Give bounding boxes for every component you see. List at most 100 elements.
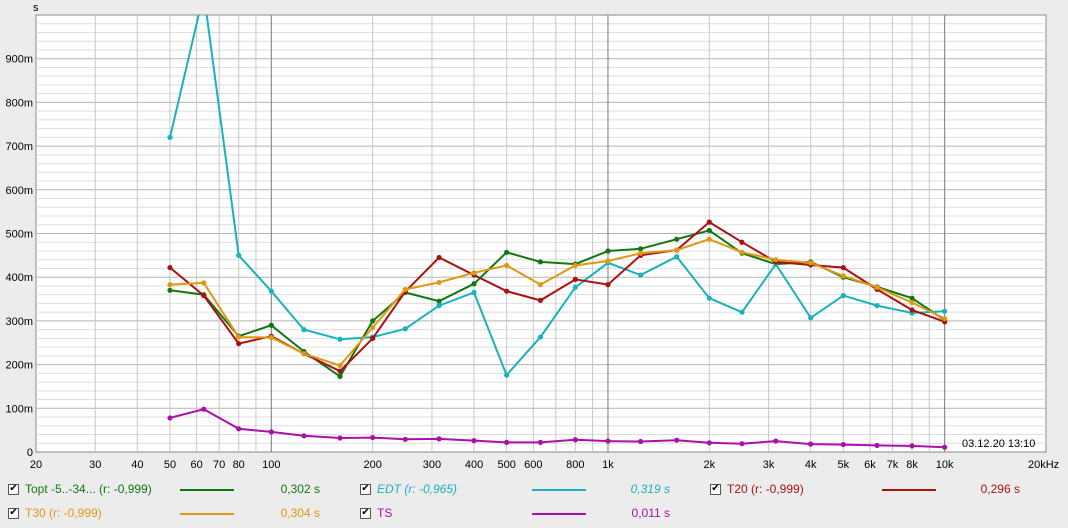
- data-point: [370, 335, 376, 341]
- data-point: [268, 322, 274, 328]
- legend-series-name: EDT (r: -0,965): [377, 482, 458, 496]
- data-point: [337, 368, 343, 374]
- x-tick-label: 40: [131, 459, 143, 471]
- data-point: [572, 437, 578, 443]
- y-tick-label: 700m: [5, 141, 33, 153]
- x-axis-unit-label: 20kHz: [1028, 459, 1059, 471]
- y-tick-label: 100m: [5, 403, 33, 415]
- x-tick-label: 3k: [763, 459, 775, 471]
- x-tick-label: 600: [524, 459, 542, 471]
- legend-checkbox[interactable]: ✔: [8, 483, 19, 495]
- data-point: [471, 438, 477, 444]
- y-tick-label: 200m: [5, 360, 33, 372]
- x-tick-label: 5k: [837, 459, 849, 471]
- data-point: [942, 316, 948, 322]
- x-tick-label: 20: [30, 459, 42, 471]
- data-point: [436, 254, 442, 261]
- data-point: [370, 318, 376, 324]
- data-point: [706, 295, 712, 301]
- data-point: [537, 439, 544, 445]
- data-point: [402, 326, 408, 332]
- data-point: [808, 260, 814, 266]
- y-tick-label: 500m: [5, 229, 33, 241]
- data-point: [201, 406, 207, 412]
- data-point: [674, 437, 680, 443]
- data-point: [739, 441, 745, 447]
- rt60-chart: 0 100m 200m 300m 400m 500m 600m 700m 800m 900m 20…: [5, 2, 1059, 471]
- legend-item: ✔ TS: [360, 504, 392, 522]
- x-tick-label: 70: [213, 459, 225, 471]
- data-point: [537, 282, 544, 288]
- data-point: [236, 252, 242, 258]
- data-point: [402, 436, 408, 442]
- data-point: [537, 297, 544, 303]
- data-point: [471, 289, 477, 296]
- data-point: [370, 434, 376, 441]
- series-line: [169, 15, 945, 377]
- data-point: [674, 254, 680, 260]
- legend-line-swatch: [532, 489, 586, 491]
- data-point: [301, 327, 307, 333]
- y-tick-label: 300m: [5, 316, 33, 328]
- data-point: [808, 441, 814, 447]
- data-point: [605, 248, 611, 254]
- data-point: [605, 438, 611, 444]
- data-point: [909, 443, 915, 449]
- data-point: [236, 334, 242, 340]
- y-tick-label: 800m: [5, 97, 33, 109]
- x-tick-label: 1k: [602, 459, 614, 471]
- data-point: [471, 281, 477, 287]
- data-point: [504, 249, 510, 255]
- data-point: [739, 239, 745, 245]
- data-point: [167, 134, 173, 140]
- data-point: [638, 438, 644, 445]
- legend-item: ✔ T30 (r: -0,999): [8, 504, 102, 522]
- legend-series-value: 0,304 s: [280, 506, 320, 520]
- legend-series-name: Topt -5..-34... (r: -0,999): [25, 482, 152, 496]
- legend-series-name: T20 (r: -0,999): [727, 482, 804, 496]
- data-point: [773, 438, 779, 444]
- data-point: [471, 270, 477, 276]
- data-point: [402, 286, 408, 293]
- data-point: [638, 272, 644, 278]
- x-tick-label: 8k: [906, 459, 918, 471]
- legend-item: ✔ EDT (r: -0,965): [360, 480, 457, 498]
- data-point: [773, 257, 779, 263]
- legend-checkbox[interactable]: ✔: [360, 507, 371, 519]
- data-point: [572, 276, 578, 282]
- x-tick-label: 300: [423, 459, 441, 471]
- legend-series-value: 0,319 s: [630, 482, 670, 496]
- timestamp: 03.12.20 13:10: [962, 438, 1035, 450]
- y-axis-label: s: [33, 2, 39, 14]
- y-tick-label: 900m: [5, 54, 33, 66]
- data-point: [337, 435, 343, 441]
- x-tick-label: 200: [363, 459, 381, 471]
- data-point: [167, 264, 173, 271]
- data-point: [436, 436, 442, 442]
- data-point: [504, 439, 510, 445]
- legend-checkbox[interactable]: ✔: [8, 507, 19, 519]
- data-point: [739, 249, 745, 255]
- x-tick-label: 400: [465, 459, 483, 471]
- data-point: [537, 259, 544, 265]
- data-point: [572, 284, 578, 290]
- data-point: [706, 227, 712, 234]
- legend-series-value: 0,011 s: [631, 506, 670, 520]
- data-point: [337, 373, 343, 379]
- legend-checkbox[interactable]: ✔: [360, 483, 371, 495]
- data-point: [706, 440, 712, 446]
- data-point: [167, 415, 173, 421]
- y-tick-label: 0: [27, 447, 33, 459]
- x-tick-label: 800: [566, 459, 584, 471]
- legend: ✔ Topt -5..-34... (r: -0,999) 0,302 s ✔ EDT …: [0, 476, 1068, 528]
- data-point: [301, 433, 307, 439]
- data-point: [706, 236, 712, 242]
- data-point: [236, 426, 242, 432]
- data-point: [504, 288, 510, 294]
- x-tick-label: 6k: [864, 459, 876, 471]
- legend-series-value: 0,302 s: [280, 482, 320, 496]
- legend-line-swatch: [882, 489, 936, 491]
- legend-checkbox[interactable]: ✔: [710, 483, 721, 495]
- data-point: [840, 264, 846, 271]
- x-tick-label: 50: [164, 459, 176, 471]
